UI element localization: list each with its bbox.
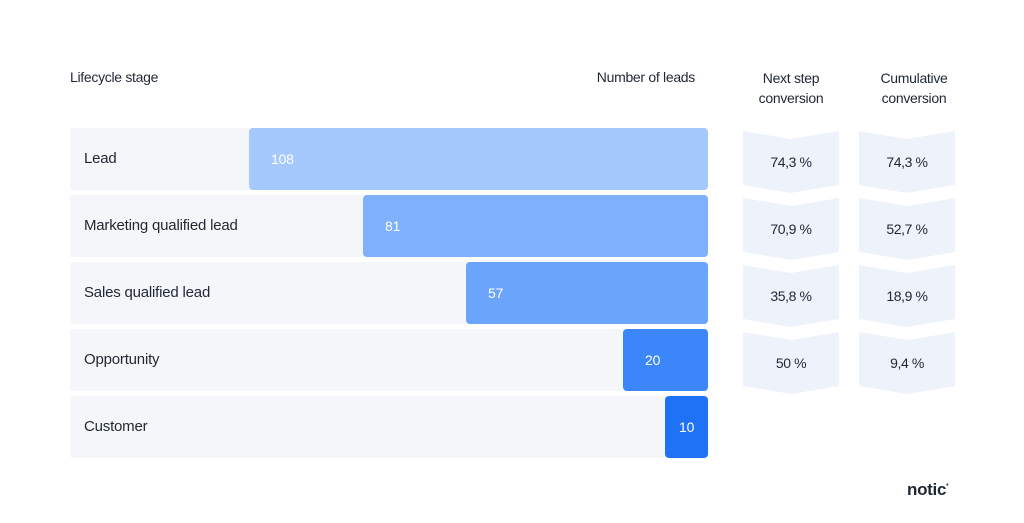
funnel-row: Marketing qualified lead 81 — [70, 195, 708, 257]
brand-logo-text: notic — [907, 480, 947, 499]
column-header-leads: Number of leads — [596, 69, 696, 85]
column-header-cumulative: Cumulative conversion — [860, 68, 968, 108]
bar-value-label: 20 — [645, 352, 661, 368]
next-step-conversion-chevron: 70,9 % — [743, 198, 839, 260]
funnel-row: Opportunity 20 — [70, 329, 708, 391]
bar-value-label: 108 — [271, 151, 294, 167]
chevron-path — [743, 332, 839, 394]
next-step-conversion-chevron: 74,3 % — [743, 131, 839, 193]
chevron-path — [859, 332, 955, 394]
chevron-shape — [743, 131, 839, 193]
conversion-value: 70,9 % — [770, 221, 812, 237]
conversion-value: 74,3 % — [886, 154, 928, 170]
chevron-path — [859, 265, 955, 327]
stage-label: Opportunity — [84, 351, 160, 368]
chevron-shape — [743, 265, 839, 327]
brand-logo-mark: • — [946, 482, 949, 489]
chevron-path — [743, 265, 839, 327]
funnel-bar: 57 — [466, 262, 708, 324]
funnel-bar: 10 — [665, 396, 708, 458]
cumulative-conversion-chevron: 18,9 % — [859, 265, 955, 327]
cumulative-conversion-chevron: 74,3 % — [859, 131, 955, 193]
column-header-stage: Lifecycle stage — [70, 69, 159, 85]
bar-value-label: 10 — [679, 419, 695, 435]
conversion-value: 35,8 % — [770, 288, 812, 304]
column-header-next-step-line2: conversion — [758, 90, 824, 106]
chevron-shape — [859, 332, 955, 394]
conversion-value: 18,9 % — [886, 288, 928, 304]
chevron-shape — [859, 131, 955, 193]
funnel-row: Sales qualified lead 57 — [70, 262, 708, 324]
conversion-value: 74,3 % — [770, 154, 812, 170]
chevron-shape — [743, 332, 839, 394]
column-header-cumulative-line1: Cumulative — [880, 70, 948, 86]
next-step-conversion-chevron: 50 % — [743, 332, 839, 394]
funnel-bar: 20 — [623, 329, 708, 391]
column-header-next-step: Next step conversion — [740, 68, 842, 108]
stage-label: Marketing qualified lead — [84, 217, 238, 234]
conversion-value: 50 % — [775, 355, 807, 371]
chevron-path — [859, 131, 955, 193]
stage-label: Sales qualified lead — [84, 284, 211, 301]
funnel-bar: 108 — [249, 128, 708, 190]
chevron-shape — [859, 198, 955, 260]
conversion-value: 52,7 % — [886, 221, 928, 237]
stage-label: Customer — [84, 418, 148, 435]
chevron-shape — [859, 265, 955, 327]
funnel-row: Customer 10 — [70, 396, 708, 458]
funnel-row: Lead 108 — [70, 128, 708, 190]
cumulative-conversion-chevron: 52,7 % — [859, 198, 955, 260]
column-header-cumulative-line2: conversion — [881, 90, 947, 106]
funnel-bar: 81 — [363, 195, 708, 257]
cumulative-conversion-chevron: 9,4 % — [859, 332, 955, 394]
chevron-path — [743, 198, 839, 260]
stage-label: Lead — [84, 150, 117, 167]
chevron-path — [859, 198, 955, 260]
bar-value-label: 57 — [488, 285, 504, 301]
brand-logo: notic• — [907, 480, 949, 500]
column-header-next-step-line1: Next step — [762, 70, 820, 86]
bar-value-label: 81 — [385, 218, 401, 234]
chevron-shape — [743, 198, 839, 260]
chevron-path — [743, 131, 839, 193]
conversion-value: 9,4 % — [890, 355, 924, 371]
next-step-conversion-chevron: 35,8 % — [743, 265, 839, 327]
